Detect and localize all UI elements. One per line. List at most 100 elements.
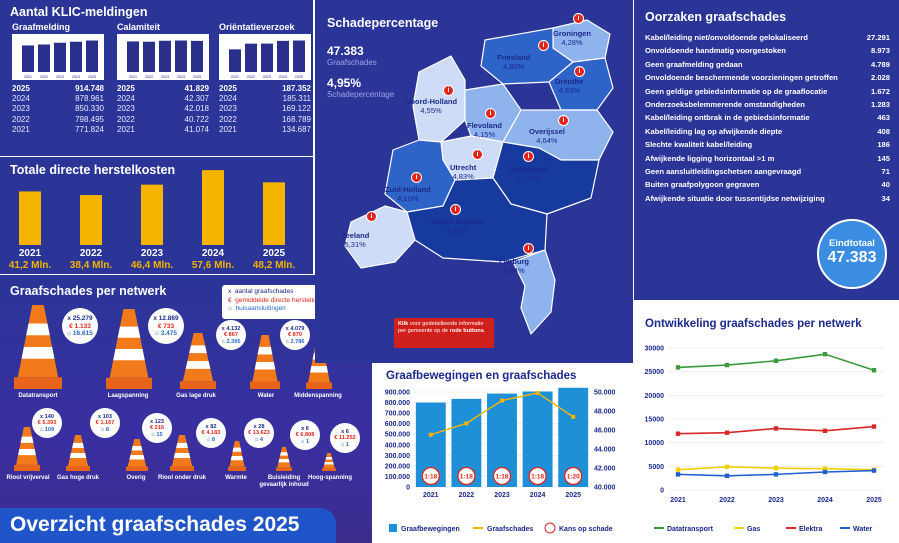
oorzaken-panel: Oorzaken graafschades Kabel/leiding niet… [634, 0, 899, 300]
y-tick: 5000 [648, 464, 664, 471]
klic-row-value: 41.829 [184, 84, 209, 93]
cone-base [322, 468, 336, 471]
cone-base [180, 381, 216, 389]
series-point [822, 469, 828, 475]
info-pin-icon[interactable]: i [523, 243, 534, 254]
cone-base [126, 466, 148, 471]
kosten-bar [263, 182, 285, 245]
info-pin-icon[interactable]: i [538, 40, 549, 51]
province-label: Utrecht 4,83% [450, 163, 476, 181]
netwerk-label: Gas hoge druk [56, 475, 99, 481]
overview-banner: Overzicht graafschades 2025 [0, 508, 336, 543]
info-pin-icon[interactable]: i [574, 66, 585, 77]
note-klik[interactable]: Klik [398, 321, 409, 327]
bubble-count: x 28 [253, 424, 265, 430]
bubble-house: ⌂ 16.615 [67, 330, 93, 338]
kosten-bar [19, 191, 41, 245]
klic-row-value: 798.495 [75, 114, 104, 124]
info-pin-icon[interactable]: i [443, 85, 454, 96]
klic-row-year: 2022 [219, 114, 237, 124]
cone-base [66, 465, 90, 471]
series-point [675, 472, 681, 477]
series-point [773, 466, 779, 471]
netwerk-label: Middenspanning [294, 393, 342, 399]
info-pin-icon[interactable]: i [411, 172, 422, 183]
info-pin-icon[interactable]: i [573, 13, 584, 24]
oorzaak-label: Kabel/leiding ontbrak in de gebiedsinfor… [645, 113, 810, 123]
klic-row-value: 850.330 [75, 104, 104, 114]
ratio-circle [528, 466, 547, 486]
klic-row: 2025 41.829 [117, 84, 209, 94]
series-point [871, 424, 877, 429]
note-text: voor gedetailleerde informatie per gemee… [398, 321, 484, 334]
cone-stripe [232, 447, 242, 452]
klic-row-year: 2021 [117, 124, 135, 134]
oorzaak-row: Kabel/leiding ontbrak in de gebiedsinfor… [645, 113, 890, 122]
traffic-cone-icon [14, 427, 40, 471]
oorzaak-label: Kabel/leiding niet/onvoldoende gelokalis… [645, 33, 808, 42]
map-pct-label: Schadepercentage [327, 90, 395, 99]
klic-row: 2025 914.748 [12, 84, 104, 94]
info-pin-icon[interactable]: i [523, 151, 534, 162]
cone-body [229, 441, 245, 467]
traffic-cone-icon [180, 333, 216, 389]
netwerk-label: Overig [126, 475, 146, 481]
klic-row-value: 40.722 [184, 114, 209, 124]
info-pin-icon[interactable]: i [485, 108, 496, 119]
province-name: Flevoland [467, 121, 503, 130]
ratio-circle [564, 466, 583, 486]
klic-row-year: 2023 [117, 104, 135, 114]
traffic-cone-icon [228, 441, 246, 471]
ontwikkeling-panel: Ontwikkeling graafschades per netwerk 0 5… [634, 302, 899, 543]
netwerk-bubble: x 82 € 4.183 ⌂ 8 [196, 418, 226, 448]
ratio-label: 1:18 [424, 474, 437, 481]
x-tick: 2024 [817, 497, 833, 504]
info-pin-icon[interactable]: i [450, 204, 461, 215]
traffic-cone-icon [66, 435, 90, 471]
bubble-cost: € 5.393 [37, 420, 57, 427]
cone-stripe [185, 361, 211, 369]
oorzaak-label: Geen aansluitleidingschetsen aangevraagd [645, 167, 802, 176]
x-tick: 2025 [565, 492, 581, 499]
klic-row: 2024 42.307 [117, 94, 209, 104]
netwerk-bubble: x 12.869 € 733 ⌂ 3.475 [148, 308, 184, 344]
oorzaak-value: 408 [877, 126, 890, 136]
klic-row-value: 914.748 [75, 84, 104, 93]
cone-stripe [72, 442, 84, 448]
klic-orientatieverzoek-title: Oriëntatieverzoek [219, 22, 295, 32]
info-pin-icon[interactable]: i [558, 115, 569, 126]
graafschades-point [535, 390, 540, 395]
klic-row: 2024 185.311 [219, 94, 311, 104]
klic-graafmelding: Graafmelding 2021 2022 2023 2024 2025 2025 91… [12, 22, 104, 135]
mini-x-label: 2024 [279, 75, 287, 79]
province-pct: 4,15% [473, 129, 496, 139]
mini-x-label: 2023 [161, 75, 169, 79]
y-left-tick: 500.000 [385, 432, 410, 439]
bubble-house: ⌂ 8 [206, 436, 216, 443]
series-point [724, 362, 730, 368]
y-left-tick: 900.000 [385, 390, 410, 397]
mini-bar [70, 41, 82, 72]
kosten-bar [141, 184, 163, 245]
cone-stripe [324, 462, 334, 465]
map-panel: Schadepercentage 47.383 Graafschades 4,9… [315, 0, 633, 363]
graafschades-point [428, 432, 433, 437]
bubble-house: ⌂ 15 [151, 431, 163, 438]
province-limburg [512, 249, 556, 335]
oorzaak-value: 4.789 [870, 59, 890, 69]
mini-bar [175, 40, 187, 72]
province-pct: 4,80% [503, 61, 525, 71]
legend-house: huisaansluitingen [235, 305, 286, 312]
graafbewegingen-title: Graafbewegingen en graafschades [386, 370, 577, 382]
province-pct: 4,10% [397, 193, 419, 203]
province-name: Overijssel [529, 127, 565, 136]
mini-x-label: 2023 [56, 75, 64, 79]
series-point [822, 428, 828, 434]
klic-row-value: 187.352 [282, 84, 311, 93]
klic-calamiteit: Calamiteit 2021 2022 2023 2024 2025 2025 41.8… [117, 22, 209, 135]
netwerk-label: Gas lage druk [176, 393, 216, 399]
info-pin-icon[interactable]: i [366, 211, 377, 222]
info-pin-icon[interactable]: i [472, 149, 483, 160]
ratio-circle [492, 466, 512, 486]
bubble-house: ⌂ 8 [100, 426, 110, 433]
